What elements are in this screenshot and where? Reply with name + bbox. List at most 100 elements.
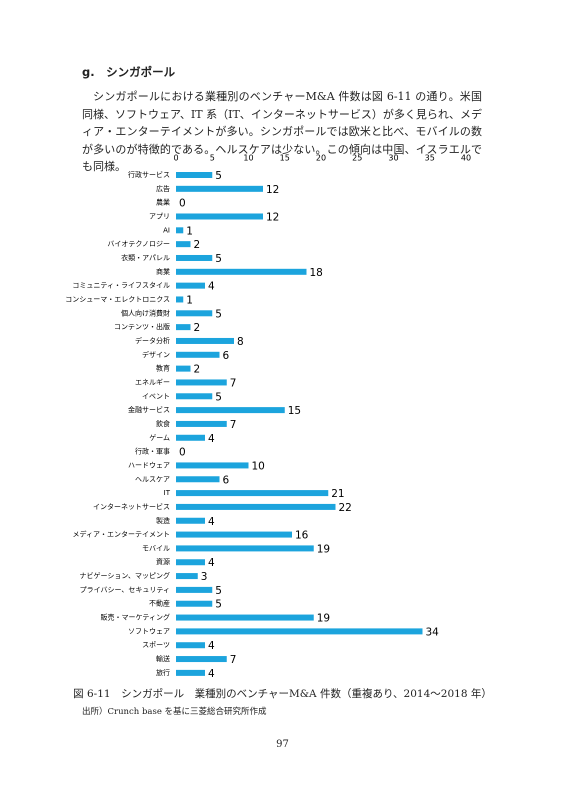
category-label: 販売・マーケティング (101, 613, 170, 622)
bar (176, 282, 205, 289)
bar (176, 379, 227, 386)
value-label: 18 (310, 267, 323, 279)
bar (176, 490, 329, 497)
bar (176, 669, 205, 676)
bar (176, 213, 263, 220)
x-tick-label: 0 (173, 154, 178, 163)
x-tick-label: 30 (388, 154, 398, 163)
value-label: 6 (223, 350, 230, 362)
category-label: コンテンツ・出版 (114, 322, 170, 331)
bar (176, 642, 205, 649)
bar (176, 573, 198, 580)
x-tick-label: 5 (210, 154, 215, 163)
value-label: 2 (194, 364, 201, 376)
value-label: 3 (201, 571, 208, 583)
bar (176, 559, 205, 566)
bar (176, 337, 234, 344)
bar (176, 420, 227, 427)
bar (176, 268, 307, 275)
category-label: 商業 (156, 267, 170, 276)
value-label: 4 (208, 557, 215, 569)
category-label: スポーツ (142, 641, 170, 649)
category-label: メディア・エンターテイメント (72, 530, 170, 539)
bar (176, 517, 205, 524)
value-label: 2 (194, 322, 201, 334)
category-label: 行政サービス (128, 170, 170, 179)
value-label: 4 (208, 640, 215, 652)
category-label: 製造 (156, 516, 170, 525)
category-label: 輸送 (156, 654, 170, 663)
category-label: デザイン (142, 350, 170, 359)
section-heading: g. シンガポール (82, 65, 176, 79)
category-label: ナビゲーション、マッピング (80, 571, 170, 580)
value-label: 4 (208, 433, 215, 445)
value-label: 1 (186, 294, 193, 306)
category-label: インターネットサービス (93, 502, 170, 511)
x-tick-label: 35 (425, 154, 435, 163)
category-label: プライバシー、セキュリティ (80, 586, 170, 594)
category-label: コミュニティ・ライフスタイル (72, 281, 170, 290)
bar (176, 365, 191, 372)
value-label: 21 (331, 488, 344, 500)
category-label: コンシューマ・エレクトロニクス (65, 295, 170, 303)
bar (176, 545, 314, 552)
value-label: 15 (288, 405, 301, 417)
value-label: 5 (215, 391, 222, 403)
category-label: 農業 (156, 198, 170, 207)
bar (176, 407, 285, 414)
value-label: 22 (339, 502, 352, 514)
bar (176, 324, 191, 331)
value-label: 8 (237, 336, 244, 348)
category-label: エネルギー (135, 378, 170, 386)
value-label: 0 (179, 198, 186, 210)
category-label: 広告 (156, 184, 170, 193)
bar (176, 393, 213, 400)
category-label: 個人向け消費財 (121, 308, 170, 317)
x-tick-label: 40 (461, 154, 471, 163)
category-label: 金融サービス (128, 405, 170, 414)
category-label: アプリ (149, 212, 170, 220)
figure-caption: 図 6-11 シンガポール 業種別のベンチャーM&A 件数（重複あり、2014～… (73, 688, 492, 700)
x-tick-label: 20 (316, 154, 326, 163)
category-label: ゲーム (149, 433, 170, 442)
x-tick-label: 25 (352, 154, 362, 163)
bar (176, 503, 336, 510)
bar (176, 296, 184, 303)
bar (176, 462, 249, 469)
value-label: 5 (215, 585, 222, 597)
bar (176, 586, 213, 593)
body-text: シンガポールにおける業種別のベンチャーM&A 件数は図 6-11 の通り。米国同… (82, 90, 482, 174)
bar (176, 614, 314, 621)
bar (176, 600, 213, 607)
bar (176, 351, 220, 358)
category-label: イベント (142, 392, 170, 400)
category-label: 行政・軍事 (135, 447, 170, 456)
source-note: 出所）Crunch base を基に三菱総合研究所作成 (82, 707, 267, 717)
bar (176, 310, 213, 317)
value-label: 7 (230, 377, 237, 389)
value-label: 19 (317, 613, 330, 625)
value-label: 19 (317, 543, 330, 555)
value-label: 7 (230, 419, 237, 431)
value-label: 4 (208, 516, 215, 528)
bar (176, 531, 292, 538)
category-label: ヘルスケア (135, 475, 170, 483)
value-label: 5 (215, 308, 222, 320)
value-label: 4 (208, 281, 215, 293)
bar (176, 656, 227, 663)
category-label: モバイル (142, 544, 170, 552)
bar (176, 172, 213, 178)
value-label: 7 (230, 654, 237, 666)
category-label: バイオテクノロジー (107, 240, 170, 248)
value-label: 16 (295, 530, 309, 542)
bar (176, 476, 220, 483)
value-label: 2 (194, 239, 201, 251)
bar (176, 254, 213, 261)
bar (176, 434, 205, 441)
value-label: 5 (215, 170, 222, 182)
category-label: データ分析 (135, 336, 170, 345)
category-label: 教育 (156, 364, 170, 373)
category-label: ハードウェア (128, 461, 170, 469)
